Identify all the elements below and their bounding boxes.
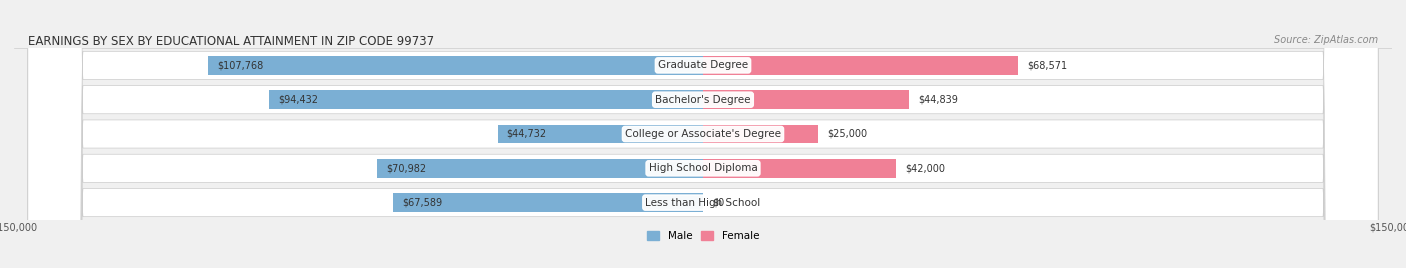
FancyBboxPatch shape xyxy=(28,0,1378,268)
Text: High School Diploma: High School Diploma xyxy=(648,163,758,173)
Bar xyxy=(377,159,703,178)
Text: $70,982: $70,982 xyxy=(387,163,426,173)
Legend: Male, Female: Male, Female xyxy=(643,227,763,245)
Bar xyxy=(270,90,703,109)
Text: $107,768: $107,768 xyxy=(217,60,263,70)
Text: $68,571: $68,571 xyxy=(1028,60,1067,70)
Text: Less than High School: Less than High School xyxy=(645,198,761,208)
Bar xyxy=(703,56,1018,75)
Text: $42,000: $42,000 xyxy=(905,163,945,173)
Bar xyxy=(703,125,818,143)
Text: $25,000: $25,000 xyxy=(827,129,868,139)
Bar xyxy=(703,90,908,109)
Text: EARNINGS BY SEX BY EDUCATIONAL ATTAINMENT IN ZIP CODE 99737: EARNINGS BY SEX BY EDUCATIONAL ATTAINMEN… xyxy=(28,35,434,47)
Text: $44,839: $44,839 xyxy=(918,95,957,105)
FancyBboxPatch shape xyxy=(28,0,1378,268)
Text: $44,732: $44,732 xyxy=(506,129,547,139)
Bar xyxy=(392,193,703,212)
Bar xyxy=(498,125,703,143)
Text: $0: $0 xyxy=(713,198,724,208)
Text: Source: ZipAtlas.com: Source: ZipAtlas.com xyxy=(1274,35,1378,44)
Text: Bachelor's Degree: Bachelor's Degree xyxy=(655,95,751,105)
Text: Graduate Degree: Graduate Degree xyxy=(658,60,748,70)
Bar xyxy=(703,159,896,178)
FancyBboxPatch shape xyxy=(28,0,1378,268)
Text: $94,432: $94,432 xyxy=(278,95,319,105)
FancyBboxPatch shape xyxy=(28,0,1378,268)
Bar xyxy=(208,56,703,75)
Text: College or Associate's Degree: College or Associate's Degree xyxy=(626,129,780,139)
Text: $67,589: $67,589 xyxy=(402,198,441,208)
FancyBboxPatch shape xyxy=(28,0,1378,268)
